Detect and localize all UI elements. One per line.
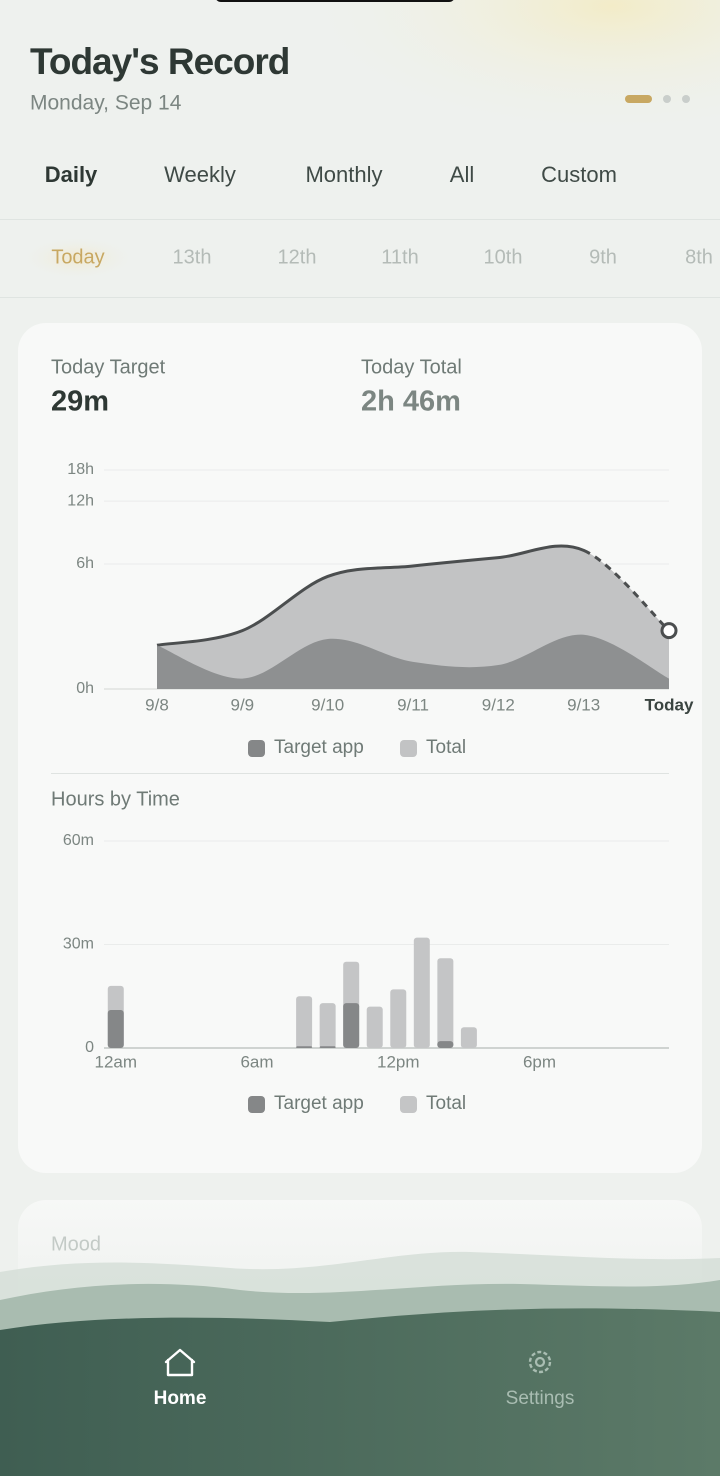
x-tick-label: 9/13 — [567, 695, 600, 714]
day-tab[interactable]: 13th — [173, 246, 212, 268]
bar — [460, 1027, 477, 1048]
bar — [107, 1010, 124, 1048]
day-tab[interactable]: 12th — [278, 246, 317, 268]
legend-label: Target app — [274, 737, 364, 758]
x-tick-label: 9/12 — [482, 695, 515, 714]
y-tick-label: 30m — [63, 936, 94, 953]
legend-label: Target app — [274, 1093, 364, 1114]
nav-items: Home Settings — [154, 1388, 575, 1409]
bar — [413, 937, 430, 1048]
home-icon[interactable] — [164, 1348, 196, 1377]
legend-swatch — [248, 1096, 265, 1113]
x-tick-label: 6pm — [523, 1052, 556, 1071]
total-label: Today Total — [361, 356, 462, 378]
x-tick-label: 12am — [95, 1052, 138, 1071]
y-tick-label: 6h — [76, 555, 94, 572]
tab[interactable]: Custom — [541, 162, 617, 187]
area — [157, 634, 669, 689]
nav-label[interactable]: Home — [154, 1388, 207, 1409]
legend-swatch — [248, 740, 265, 757]
target-value: 29m — [51, 386, 109, 418]
bar — [437, 958, 454, 1048]
x-tick-label: 9/10 — [311, 695, 344, 714]
x-tick-label: 9/8 — [145, 695, 169, 714]
legend-label: Total — [426, 737, 466, 758]
tab[interactable]: Daily — [45, 162, 98, 187]
settings-icon-center — [534, 1356, 546, 1368]
settings-icon[interactable] — [528, 1350, 552, 1374]
tab[interactable]: All — [450, 162, 474, 187]
day-tab[interactable]: 8th — [685, 246, 713, 268]
page-dot — [663, 95, 671, 103]
total-value: 2h 46m — [361, 386, 461, 418]
notch — [216, 0, 454, 2]
bar — [366, 1006, 383, 1048]
bar — [319, 1003, 336, 1048]
bar — [437, 1041, 454, 1048]
x-tick-label: 12pm — [377, 1052, 420, 1071]
legend-label: Total — [426, 1093, 466, 1114]
page-dot-active — [625, 95, 652, 103]
chart-title: Hours by Time — [51, 788, 180, 810]
nav-bar — [0, 1308, 720, 1476]
x-tick-label: 9/9 — [231, 695, 255, 714]
bar — [296, 996, 313, 1048]
tab[interactable]: Weekly — [164, 162, 236, 187]
bar — [319, 1046, 336, 1048]
stats-card — [18, 323, 702, 1173]
x-tick-label: 6am — [240, 1052, 273, 1071]
day-tab[interactable]: 11th — [381, 246, 418, 268]
area-chart: 0h 6h 12h 18h 9/8 9/9 9/10 9/11 9/12 9/13 Today Tar… — [67, 461, 694, 758]
legend-swatch — [400, 1096, 417, 1113]
y-tick-label: 18h — [67, 461, 94, 478]
bar-chart: 0 30m 60m 12am 6am 12pm 6pm Target app Total — [63, 832, 669, 1114]
nav-label[interactable]: Settings — [506, 1388, 575, 1409]
legend-swatch — [400, 740, 417, 757]
target-label: Today Target — [51, 356, 166, 378]
tab-bar: Daily Weekly Monthly All Custom — [45, 162, 617, 187]
mood-title: Mood — [51, 1233, 101, 1255]
page-title: Today's Record — [30, 41, 289, 82]
day-highlight — [20, 236, 136, 280]
home-icon-shape — [164, 1348, 196, 1377]
bar — [296, 1046, 313, 1048]
day-bar: Today 13th 12th 11th 10th 9th 8th — [51, 246, 713, 268]
y-tick-label: 0 — [85, 1039, 94, 1056]
day-tab[interactable]: Today — [51, 246, 104, 268]
day-tab[interactable]: 10th — [484, 246, 523, 268]
y-tick-label: 0h — [76, 680, 94, 697]
page-dot — [682, 95, 690, 103]
settings-icon-gear — [528, 1350, 552, 1374]
page-date: Monday, Sep 14 — [30, 92, 182, 115]
y-tick-label: 12h — [67, 492, 94, 509]
line — [156, 544, 671, 647]
day-tab[interactable]: 9th — [589, 246, 617, 268]
x-tick-label: Today — [645, 695, 694, 714]
y-tick-label: 60m — [63, 832, 94, 849]
today-marker — [660, 622, 678, 640]
bar — [390, 989, 407, 1048]
tab[interactable]: Monthly — [305, 162, 382, 187]
x-tick-label: 9/11 — [397, 695, 429, 714]
bar — [343, 1003, 360, 1048]
